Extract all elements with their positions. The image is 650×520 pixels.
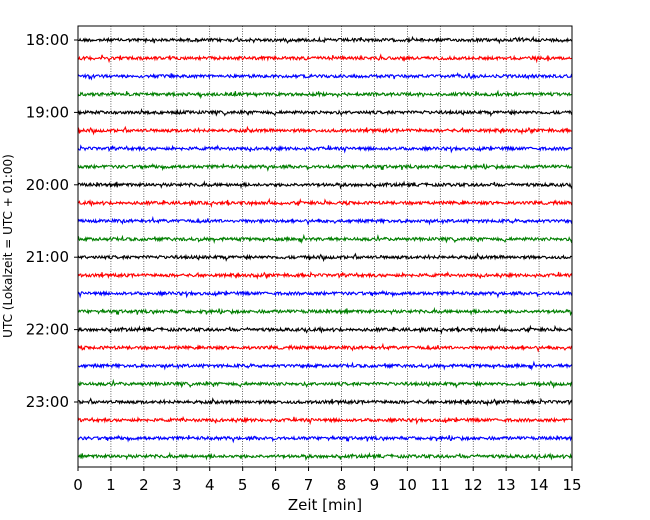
trace-line [77, 215, 573, 226]
trace-line [77, 397, 573, 407]
x-tick-label: 7 [304, 476, 314, 494]
x-tick-label: 12 [464, 476, 483, 494]
trace-line [77, 125, 573, 136]
x-tick-label: 10 [398, 476, 417, 494]
x-tick-label: 2 [139, 476, 149, 494]
vertical-grid [110, 26, 540, 467]
trace-line [77, 360, 573, 371]
trace-line [77, 89, 573, 100]
x-tick-label: 14 [530, 476, 549, 494]
y-axis-ticks: 18:00 19:00 20:00 21:00 22:00 23:00 [26, 31, 78, 411]
trace-line [77, 53, 573, 64]
trace-line [77, 289, 573, 299]
trace-line [77, 233, 573, 244]
y-tick-label: 23:00 [26, 393, 69, 411]
trace-line [77, 144, 573, 154]
seismic-traces [77, 35, 573, 461]
y-tick-label: 21:00 [26, 248, 69, 266]
y-tick-label: 20:00 [26, 176, 69, 194]
x-tick-label: 11 [431, 476, 450, 494]
trace-line [77, 415, 573, 426]
y-tick-label: 19:00 [26, 103, 69, 121]
y-axis-label: UTC (Lokalzeit = UTC + 01:00) [1, 154, 15, 338]
y-tick-label: 22:00 [26, 321, 69, 339]
x-tick-label: 0 [73, 476, 83, 494]
x-tick-label: 15 [562, 476, 581, 494]
trace-line [77, 35, 572, 45]
x-axis-label: Zeit [min] [288, 496, 362, 514]
trace-line [77, 197, 573, 209]
trace-line [77, 180, 573, 190]
x-axis-ticks: 0 1 2 3 4 5 6 7 8 9 10 11 12 13 14 15 [73, 467, 582, 494]
trace-line [77, 306, 573, 317]
trace-line [77, 324, 573, 335]
trace-line [77, 270, 573, 280]
trace-line [77, 451, 573, 461]
trace-line [77, 434, 573, 444]
x-tick-label: 9 [370, 476, 380, 494]
x-tick-label: 4 [205, 476, 215, 494]
x-tick-label: 13 [497, 476, 516, 494]
x-tick-label: 3 [172, 476, 182, 494]
plot-frame [77, 25, 573, 468]
plot-background [78, 26, 572, 467]
trace-line [77, 378, 573, 389]
y-tick-label: 18:00 [26, 31, 69, 49]
x-tick-label: 6 [271, 476, 281, 494]
x-tick-label: 5 [238, 476, 248, 494]
trace-line [77, 163, 573, 172]
trace-line [77, 342, 573, 353]
x-tick-label: 8 [337, 476, 347, 494]
trace-line [77, 252, 573, 263]
trace-line [77, 72, 573, 81]
x-tick-label: 1 [106, 476, 116, 494]
trace-line [77, 107, 573, 118]
